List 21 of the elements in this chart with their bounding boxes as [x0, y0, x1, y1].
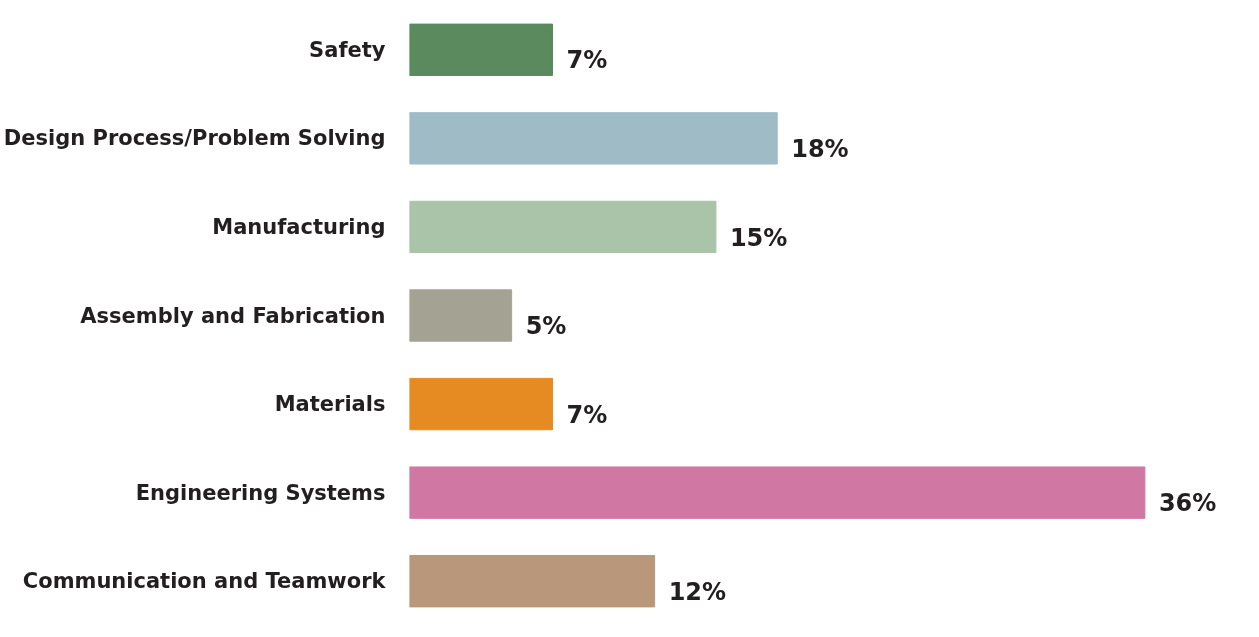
y-tick-label: Materials: [274, 392, 386, 417]
y-tick-label: Engineering Systems: [135, 480, 386, 505]
bar: [409, 23, 553, 76]
data-label: 7%: [566, 46, 608, 75]
data-label: 15%: [729, 223, 788, 252]
y-tick-label: Assembly and Fabrication: [80, 303, 386, 328]
y-tick-label: Safety: [309, 37, 386, 62]
bar: [409, 200, 717, 254]
bar: [409, 377, 553, 431]
bar: [409, 289, 513, 342]
data-label: 36%: [1158, 489, 1217, 518]
data-label: 18%: [791, 134, 849, 163]
bar: [409, 112, 778, 165]
data-label: 12%: [668, 577, 727, 606]
data-label: 7%: [566, 400, 608, 429]
y-tick-label: Manufacturing: [212, 214, 386, 239]
y-tick-label: Design Process/Problem Solving: [3, 126, 386, 151]
bar: [409, 466, 1146, 519]
y-tick-label: Communication and Teamwork: [22, 569, 387, 594]
bar: [409, 555, 656, 608]
data-label: 5%: [525, 312, 567, 341]
